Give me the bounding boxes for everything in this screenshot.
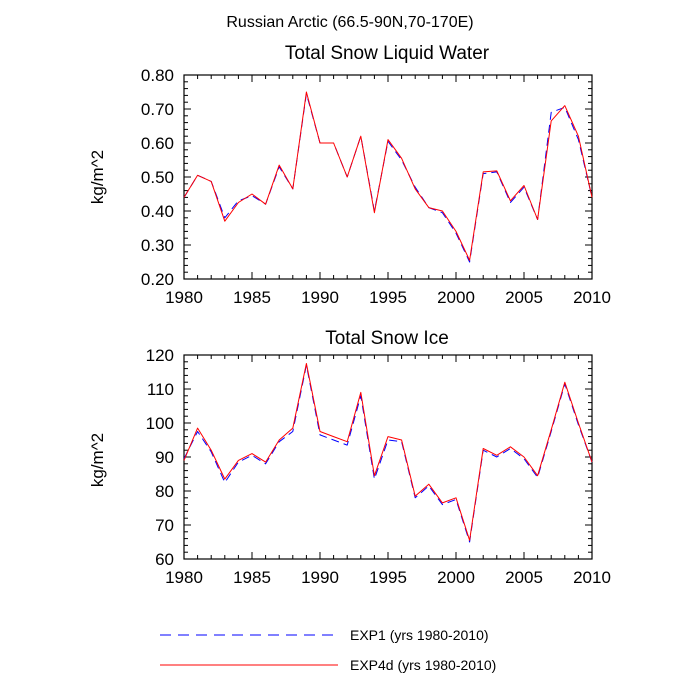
y-tick-label: 120 [146,346,174,365]
y-tick-label: 0.80 [141,66,174,85]
x-tick-label: 1985 [233,568,271,587]
y-tick-label: 100 [146,414,174,433]
y-axis-label: kg/m^2 [88,433,107,487]
y-axis-label: kg/m^2 [88,150,107,204]
x-tick-label: 1995 [369,288,407,307]
y-tick-label: 60 [155,550,174,569]
panel-snow-ice: Total Snow Ice kg/m^2 1980 1985 1990 1995 20… [88,328,611,587]
y-tick-label: 0.20 [141,270,174,289]
figure-title: Russian Arctic (66.5-90N,70-170E) [226,14,473,31]
series-line-exp1 [183,93,593,263]
y-tick-label: 0.60 [141,134,174,153]
y-tick-label: 0.40 [141,202,174,221]
y-tick-label: 110 [147,380,174,399]
legend-label-exp4d: EXP4d (yrs 1980-2010) [350,657,496,673]
x-tick-label: 2005 [505,568,543,587]
legend-label-exp1: EXP1 (yrs 1980-2010) [350,627,489,643]
y-tick-label: 70 [155,516,174,535]
series-line-exp1 [183,364,593,543]
plot-frame [183,74,593,280]
y-tick-label: 0.30 [141,236,174,255]
x-tick-label: 2000 [437,568,475,587]
x-tick-label: 1985 [233,288,271,307]
y-tick-label: 0.70 [141,100,174,119]
y-tick-label: 80 [155,482,174,501]
y-tick-label: 90 [155,448,174,467]
x-tick-label: 2000 [437,288,475,307]
x-tick-label: 2005 [505,288,543,307]
x-tick-label: 1990 [301,288,339,307]
x-tick-label: 2010 [573,568,611,587]
series-line-exp4d [183,91,593,261]
x-tick-label: 1980 [165,288,203,307]
y-tick-label: 0.50 [141,168,174,187]
panel-title: Total Snow Ice [325,328,449,349]
legend: EXP1 (yrs 1980-2010) EXP4d (yrs 1980-201… [160,627,496,673]
x-tick-label: 1980 [165,568,203,587]
panel-title: Total Snow Liquid Water [285,43,490,64]
panel-snow-liquid-water: Total Snow Liquid Water kg/m^2 1980 1985 1… [88,43,611,307]
series-line-exp4d [183,363,593,541]
x-tick-label: 2010 [573,288,611,307]
x-tick-label: 1995 [369,568,407,587]
x-tick-label: 1990 [301,568,339,587]
